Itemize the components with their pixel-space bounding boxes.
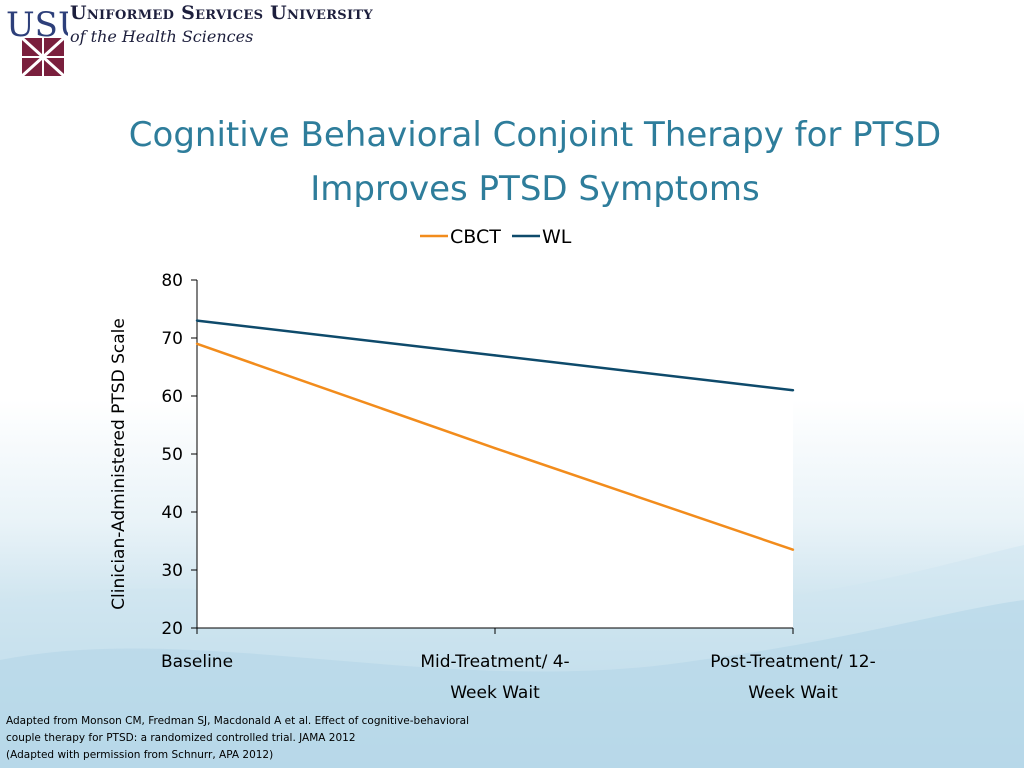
y-tick-label: 20 <box>161 619 183 639</box>
y-tick-label: 70 <box>161 329 183 349</box>
slide-title-line-2: Improves PTSD Symptoms <box>310 169 760 209</box>
y-tick-label: 80 <box>161 271 183 291</box>
citation-line-2: couple therapy for PTSD: a randomized co… <box>6 732 356 744</box>
legend-label-cbct: CBCT <box>450 226 501 248</box>
data-point-wl <box>493 354 497 357</box>
x-axis: Baseline Mid-Treatment/ 4-Week Wait Post-T… <box>161 627 876 703</box>
slide-title-line-1: Cognitive Behavioral Conjoint Therapy fo… <box>128 115 942 155</box>
y-tick-label: 30 <box>161 561 183 581</box>
y-tick-label: 60 <box>161 387 183 407</box>
data-point-wl <box>195 319 199 322</box>
citation-line-3: (Adapted with permission from Schnurr, A… <box>6 749 274 761</box>
chart-legend: CBCT WL <box>420 226 572 248</box>
university-name: Uniformed Services University <box>70 2 373 24</box>
citation-footnote: Adapted from Monson CM, Fredman SJ, Macd… <box>6 713 469 764</box>
usu-logo: USU <box>4 4 68 78</box>
x-tick-label: Mid-Treatment/ 4-Week Wait <box>420 652 569 703</box>
legend-label-wl: WL <box>542 226 572 248</box>
plot-area <box>197 280 793 628</box>
data-point-cbct <box>493 447 497 450</box>
slide-title: Cognitive Behavioral Conjoint Therapy fo… <box>80 108 990 216</box>
data-point-cbct <box>195 342 199 345</box>
data-point-wl <box>791 389 795 392</box>
y-axis-label: Clinician-Administered PTSD Scale <box>109 318 129 610</box>
citation-line-1: Adapted from Monson CM, Fredman SJ, Macd… <box>6 715 469 727</box>
x-tick-label: Post-Treatment/ 12-Week Wait <box>710 652 876 703</box>
university-subtitle: of the Health Sciences <box>70 27 254 46</box>
y-tick-label: 50 <box>161 445 183 465</box>
series-group <box>195 319 795 551</box>
y-tick-label: 40 <box>161 503 183 523</box>
data-point-cbct <box>791 548 795 551</box>
x-tick-label: Baseline <box>161 652 233 672</box>
y-axis: 20 30 40 50 60 70 80 <box>161 271 198 639</box>
